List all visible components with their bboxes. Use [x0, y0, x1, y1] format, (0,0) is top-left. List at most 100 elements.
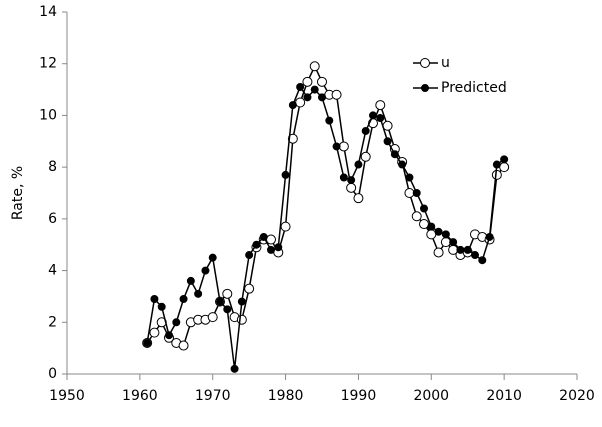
point — [194, 289, 203, 298]
point — [390, 150, 399, 159]
point — [361, 126, 370, 135]
point — [441, 230, 450, 239]
point — [172, 318, 181, 327]
point — [237, 297, 246, 306]
point — [433, 247, 444, 258]
point — [427, 222, 436, 231]
point — [267, 245, 275, 254]
x-tick-label: 2000 — [413, 388, 449, 404]
point — [179, 295, 188, 304]
point — [287, 133, 298, 144]
point — [252, 240, 261, 249]
x-tick-label: 1990 — [341, 388, 377, 404]
point — [143, 338, 152, 347]
y-tick-label: 14 — [39, 4, 57, 20]
point — [347, 176, 356, 185]
series-line — [146, 85, 505, 369]
point — [500, 155, 509, 164]
point — [492, 160, 501, 169]
y-tick-label: 10 — [39, 107, 57, 123]
point — [318, 93, 326, 102]
point — [207, 312, 218, 323]
legend-marker — [420, 58, 430, 68]
point — [266, 234, 276, 245]
y-tick-label: 0 — [48, 366, 57, 382]
point — [303, 93, 312, 102]
point — [499, 162, 510, 173]
point — [411, 211, 422, 222]
point — [449, 238, 458, 247]
point — [376, 114, 385, 123]
y-tick-label: 6 — [48, 211, 57, 227]
point — [178, 340, 189, 351]
y-tick-label: 2 — [48, 314, 57, 330]
y-tick-label: 12 — [39, 56, 57, 72]
legend-marker — [421, 84, 429, 92]
point — [244, 283, 255, 294]
point — [338, 141, 349, 152]
point — [353, 193, 364, 204]
point — [346, 182, 357, 193]
legend-label: u — [441, 55, 450, 71]
x-tick-label: 1980 — [268, 388, 304, 404]
point — [150, 295, 159, 304]
point — [280, 221, 291, 232]
point — [309, 61, 320, 72]
point — [419, 219, 429, 230]
point — [295, 97, 306, 108]
point — [375, 100, 386, 111]
point — [236, 314, 247, 325]
point — [281, 170, 290, 179]
point — [440, 237, 451, 248]
point — [216, 297, 224, 306]
point — [405, 173, 414, 182]
point — [259, 232, 268, 241]
point — [434, 227, 443, 236]
point — [325, 116, 334, 125]
point — [223, 305, 232, 314]
point — [331, 89, 342, 100]
point — [478, 256, 487, 265]
point — [186, 276, 195, 285]
point — [426, 229, 437, 240]
point — [230, 364, 239, 373]
point — [485, 232, 494, 241]
x-tick-label: 1970 — [195, 388, 231, 404]
point — [201, 266, 210, 275]
y-tick-label: 8 — [48, 159, 57, 175]
point — [398, 160, 407, 169]
point — [369, 111, 377, 120]
point — [463, 245, 472, 254]
point — [296, 82, 305, 91]
point — [471, 251, 479, 260]
point — [456, 245, 465, 254]
y-tick-label: 4 — [48, 263, 57, 279]
x-tick-label: 2010 — [486, 388, 522, 404]
point — [149, 327, 160, 338]
point — [302, 76, 313, 87]
point — [157, 302, 166, 311]
point — [404, 188, 415, 198]
legend-label: Predicted — [441, 80, 507, 96]
point — [208, 253, 217, 262]
point — [317, 76, 327, 87]
point — [332, 142, 341, 151]
point — [420, 204, 428, 213]
point — [310, 85, 319, 94]
point — [288, 101, 297, 110]
point — [412, 189, 421, 197]
point — [354, 160, 363, 169]
point — [165, 331, 173, 340]
x-tick-label: 1950 — [49, 388, 85, 404]
point — [222, 288, 233, 299]
point — [274, 243, 283, 252]
point — [360, 151, 371, 162]
x-tick-label: 2020 — [559, 388, 595, 404]
y-axis-label: Rate, % — [10, 166, 26, 220]
x-tick-label: 1960 — [122, 388, 158, 404]
point — [383, 137, 392, 146]
point — [339, 173, 348, 182]
point — [245, 251, 254, 260]
